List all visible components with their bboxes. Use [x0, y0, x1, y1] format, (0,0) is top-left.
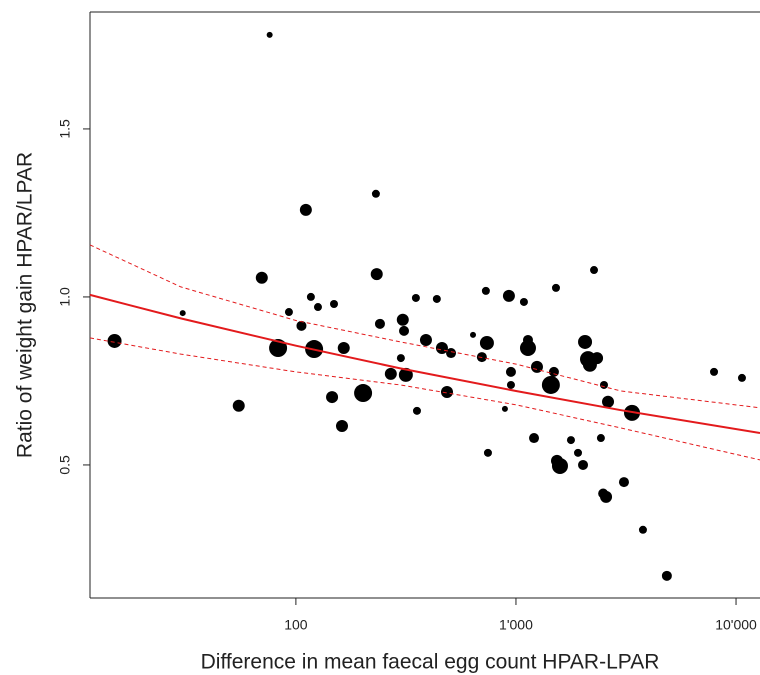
- point: [578, 459, 589, 470]
- point: [479, 335, 494, 350]
- point: [578, 334, 593, 349]
- point: [313, 303, 322, 312]
- point: [598, 488, 609, 499]
- point: [354, 384, 373, 403]
- point: [299, 203, 312, 216]
- point: [618, 477, 629, 488]
- y-tick-label: 1.5: [57, 119, 73, 139]
- point: [502, 289, 515, 302]
- point: [470, 331, 477, 338]
- point: [306, 292, 315, 301]
- y-axis-label: Ratio of weight gain HPAR/LPAR: [14, 152, 37, 458]
- point: [384, 367, 397, 380]
- point: [483, 448, 492, 457]
- point: [419, 333, 432, 346]
- point: [481, 286, 490, 295]
- point: [396, 313, 409, 326]
- point: [446, 348, 457, 359]
- point: [519, 297, 528, 306]
- point: [541, 375, 560, 394]
- point: [284, 308, 293, 317]
- point: [399, 325, 410, 336]
- point: [412, 406, 421, 415]
- point: [590, 266, 599, 275]
- point: [371, 189, 380, 198]
- point: [337, 342, 350, 355]
- point: [737, 373, 746, 382]
- point: [296, 320, 307, 331]
- point: [432, 294, 441, 303]
- point: [548, 366, 559, 377]
- point: [529, 433, 540, 444]
- ci-lower-line: [89, 337, 760, 461]
- point: [551, 283, 560, 292]
- point: [602, 395, 615, 408]
- point: [440, 386, 453, 399]
- point: [519, 340, 536, 357]
- point: [398, 367, 413, 382]
- point: [370, 268, 383, 281]
- point: [505, 366, 516, 377]
- point: [255, 271, 268, 284]
- point: [335, 419, 348, 432]
- point: [638, 525, 647, 534]
- point: [107, 333, 122, 348]
- point: [574, 448, 583, 457]
- point: [266, 31, 273, 38]
- point: [435, 342, 448, 355]
- point: [551, 457, 568, 474]
- x-tick-label: 100: [284, 617, 308, 633]
- point: [232, 399, 245, 412]
- point: [501, 405, 508, 412]
- x-tick-label: 1'000: [499, 617, 533, 633]
- y-tick-label: 0.5: [57, 455, 73, 475]
- point: [596, 434, 605, 443]
- point: [591, 352, 604, 365]
- point: [411, 293, 420, 302]
- x-tick-label: 10'000: [715, 617, 757, 633]
- y-tick-label: 1.0: [57, 287, 73, 307]
- point: [374, 318, 385, 329]
- point: [330, 299, 339, 308]
- point: [661, 570, 672, 581]
- point: [506, 380, 515, 389]
- fit-line: [89, 293, 760, 434]
- point: [179, 310, 186, 317]
- point: [530, 360, 543, 373]
- point: [566, 436, 575, 445]
- x-axis-label: Difference in mean faecal egg count HPAR…: [201, 651, 660, 674]
- point: [599, 380, 608, 389]
- point: [710, 367, 719, 376]
- point: [396, 354, 405, 363]
- point: [326, 391, 339, 404]
- ci-upper-line: [89, 244, 760, 409]
